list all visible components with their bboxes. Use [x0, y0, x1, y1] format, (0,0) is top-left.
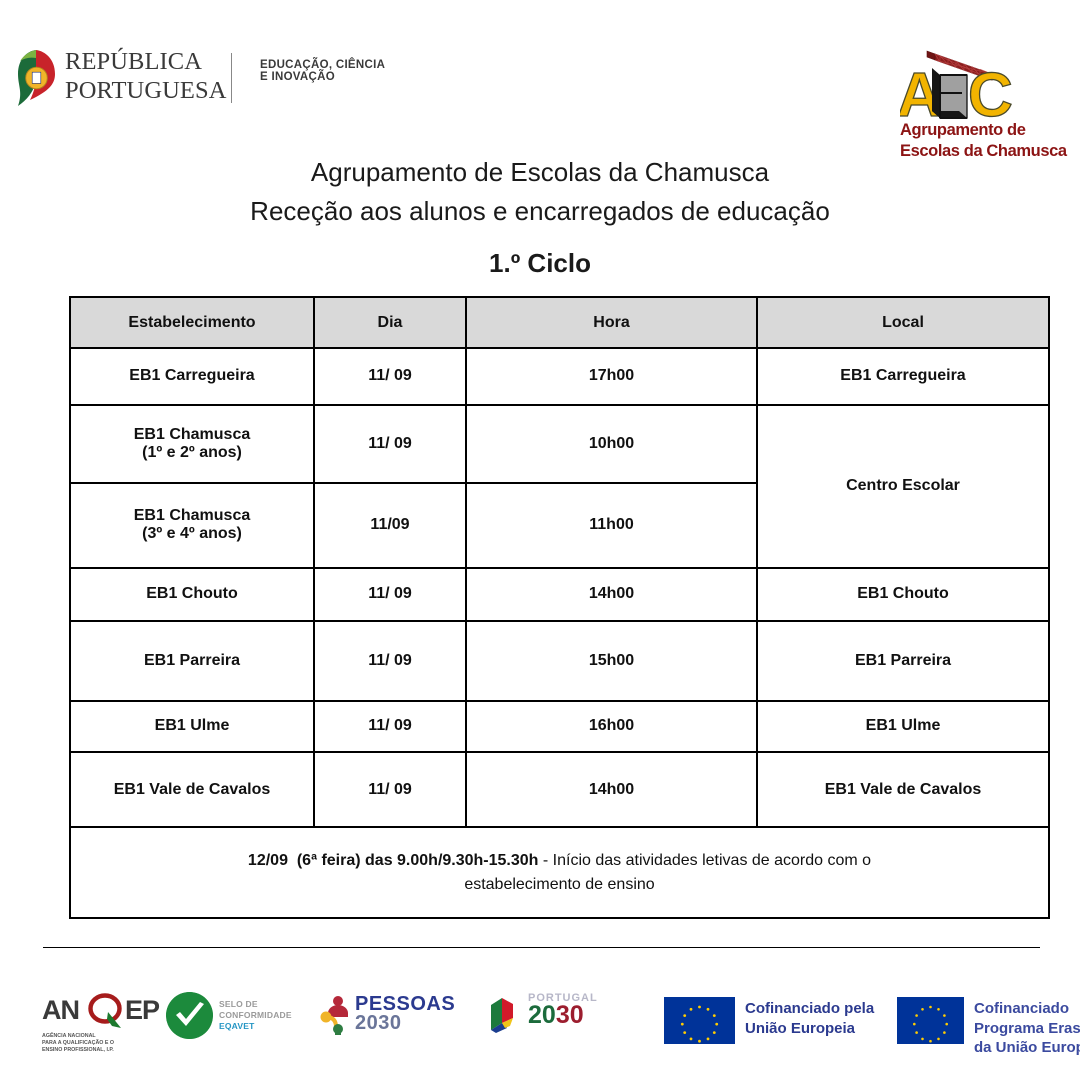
svg-text:AN: AN — [42, 995, 79, 1025]
svg-text:EP: EP — [125, 995, 160, 1025]
